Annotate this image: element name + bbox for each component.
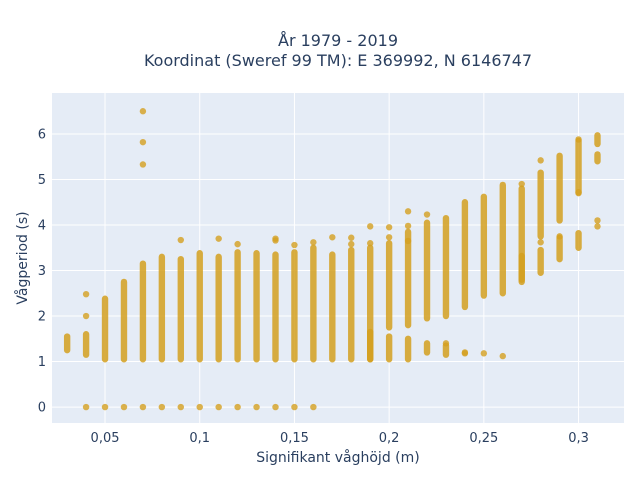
x-tick-label: 0,25 <box>469 431 498 446</box>
data-point <box>575 189 582 196</box>
data-point <box>234 403 241 411</box>
data-point <box>139 108 147 115</box>
data-point <box>215 403 222 411</box>
data-point <box>385 224 393 231</box>
y-tick-label: 3 <box>38 264 46 279</box>
data-markers <box>63 108 601 411</box>
y-tick-label: 4 <box>38 219 46 234</box>
data-point <box>272 235 279 242</box>
plot-area <box>52 93 624 423</box>
data-point <box>575 136 582 143</box>
data-point <box>272 403 279 411</box>
y-tick-label: 0 <box>38 401 46 416</box>
y-axis-title: Vågperiod (s) <box>14 211 31 304</box>
data-point <box>537 157 544 164</box>
data-point <box>348 234 355 241</box>
data-point <box>139 161 147 168</box>
data-point <box>82 312 90 320</box>
data-point <box>177 403 184 411</box>
data-point <box>404 222 412 230</box>
x-tick-label: 0,2 <box>379 431 400 446</box>
data-point <box>556 233 563 240</box>
data-point <box>499 352 506 360</box>
x-axis-title: Signifikant våghöjd (m) <box>256 449 419 466</box>
data-point <box>310 239 317 246</box>
data-point <box>196 403 203 411</box>
data-point <box>82 403 90 411</box>
data-point <box>310 403 317 411</box>
data-point <box>101 403 109 411</box>
data-point <box>480 350 488 357</box>
data-point <box>385 234 393 241</box>
chart-subtitle: Koordinat (Sweref 99 TM): E 369992, N 61… <box>144 51 532 70</box>
y-tick-label: 2 <box>38 310 46 325</box>
data-point <box>177 236 184 244</box>
data-point <box>291 241 298 249</box>
data-point <box>537 239 544 246</box>
data-point <box>442 340 450 347</box>
x-tick-label: 0,1 <box>189 431 210 446</box>
data-point <box>82 290 90 298</box>
data-point <box>139 138 147 146</box>
data-point <box>348 240 355 248</box>
data-point <box>461 349 469 356</box>
data-point <box>518 180 525 188</box>
chart-title: År 1979 - 2019 <box>278 31 398 50</box>
data-point <box>120 403 128 411</box>
x-tick-labels: 0,05 0,1 0,15 0,2 0,25 0,3 <box>91 431 589 446</box>
data-point <box>594 217 601 224</box>
y-tick-label: 1 <box>38 355 46 370</box>
data-point <box>404 237 412 245</box>
y-tick-labels: 0 1 2 3 4 5 6 <box>38 127 46 415</box>
x-tick-label: 0,05 <box>91 431 120 446</box>
data-point <box>158 403 166 411</box>
x-tick-label: 0,15 <box>280 431 309 446</box>
data-point <box>139 403 147 411</box>
y-tick-label: 5 <box>38 173 46 188</box>
data-point <box>291 403 298 411</box>
data-point <box>366 240 374 247</box>
data-point <box>404 208 412 215</box>
data-point <box>215 235 222 242</box>
data-point <box>366 223 374 230</box>
data-point <box>234 240 241 248</box>
x-tick-label: 0,3 <box>568 431 589 446</box>
data-point <box>329 234 336 241</box>
data-point <box>594 223 601 230</box>
data-point <box>423 211 431 218</box>
y-tick-label: 6 <box>38 127 46 142</box>
data-point <box>253 403 260 411</box>
